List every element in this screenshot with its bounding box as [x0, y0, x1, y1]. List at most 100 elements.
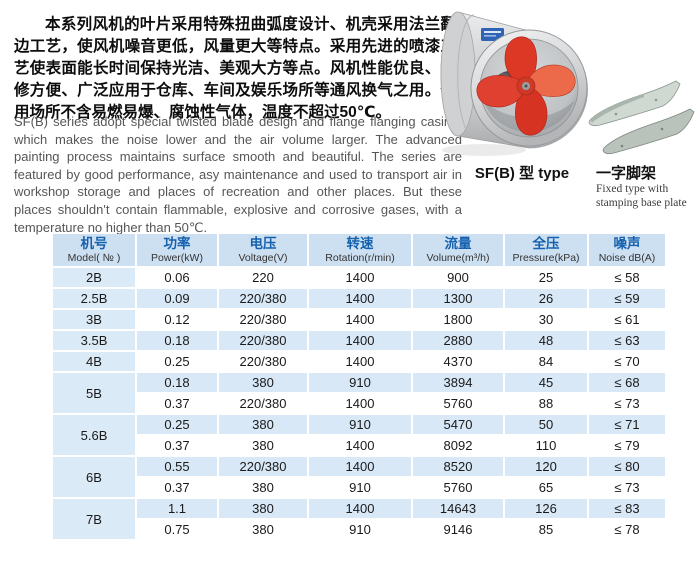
data-cell: ≤ 83 [589, 499, 665, 518]
data-cell: 1800 [413, 310, 503, 329]
data-cell: 1400 [309, 436, 411, 455]
data-cell: 110 [505, 436, 587, 455]
data-cell: 220 [219, 268, 307, 287]
data-cell: ≤ 59 [589, 289, 665, 308]
data-cell: ≤ 80 [589, 457, 665, 476]
bracket-caption-en-line2: stamping base plate [596, 197, 687, 209]
data-cell: ≤ 73 [589, 478, 665, 497]
data-cell: 30 [505, 310, 587, 329]
col-header-voltage: 电压 Voltage(V) [219, 234, 307, 266]
data-cell: 26 [505, 289, 587, 308]
data-cell: 0.18 [137, 331, 217, 350]
data-cell: 1400 [309, 499, 411, 518]
data-cell: 380 [219, 478, 307, 497]
base-plate-illustration [588, 80, 695, 155]
base-plate-upper [588, 80, 681, 127]
fan-type-caption: SF(B) 型 type [474, 165, 570, 182]
data-cell: 0.75 [137, 520, 217, 539]
data-cell: 2880 [413, 331, 503, 350]
data-cell: 1400 [309, 310, 411, 329]
data-cell: 380 [219, 520, 307, 539]
data-cell: 65 [505, 478, 587, 497]
intro-chinese: 本系列风机的叶片采用特殊扭曲弧度设计、机壳采用法兰翻边工艺，使风机噪音更低，风量… [14, 16, 456, 121]
bracket-caption-en: Fixed type with stamping base plate [596, 182, 696, 210]
data-cell: 5760 [413, 394, 503, 413]
model-cell: 5.6B [53, 415, 135, 455]
data-cell: 1400 [309, 331, 411, 350]
data-cell: 1.1 [137, 499, 217, 518]
data-cell: ≤ 73 [589, 394, 665, 413]
data-cell: 1300 [413, 289, 503, 308]
data-cell: 45 [505, 373, 587, 392]
col-header-noise: 噪声 Noise dB(A) [589, 234, 665, 266]
table-row: 0.37 380 1400 8092 110 ≤ 79 [53, 436, 665, 455]
data-cell: 910 [309, 415, 411, 434]
spec-table-body: 2B 0.06 220 1400 900 25 ≤ 58 2.5B 0.09 220/380 140… [53, 268, 665, 539]
data-cell: 910 [309, 520, 411, 539]
data-cell: 0.37 [137, 394, 217, 413]
data-cell: 380 [219, 373, 307, 392]
data-cell: 220/380 [219, 331, 307, 350]
data-cell: 220/380 [219, 457, 307, 476]
data-cell: 1400 [309, 352, 411, 371]
spec-table-header-row: 机号 Model( № ) 功率 Power(kW) 电压 Voltage(V)… [53, 234, 665, 266]
data-cell: ≤ 58 [589, 268, 665, 287]
data-cell: 14643 [413, 499, 503, 518]
axial-fan-illustration [440, 11, 588, 156]
data-cell: 0.09 [137, 289, 217, 308]
data-cell: 0.06 [137, 268, 217, 287]
data-cell: 120 [505, 457, 587, 476]
model-cell: 5B [53, 373, 135, 413]
base-plate-lower [602, 108, 695, 155]
bracket-caption-cn: 一字脚架 [596, 165, 657, 182]
data-cell: ≤ 63 [589, 331, 665, 350]
data-cell: ≤ 71 [589, 415, 665, 434]
data-cell: 1400 [309, 289, 411, 308]
table-row: 3.5B 0.18 220/380 1400 2880 48 ≤ 63 [53, 331, 665, 350]
col-header-rotation: 转速 Rotation(r/min) [309, 234, 411, 266]
data-cell: 0.55 [137, 457, 217, 476]
data-cell: 910 [309, 373, 411, 392]
data-cell: 48 [505, 331, 587, 350]
data-cell: 0.12 [137, 310, 217, 329]
intro-english: SF(B) series adopt special twisted blade… [14, 114, 462, 235]
spec-table: 机号 Model( № ) 功率 Power(kW) 电压 Voltage(V)… [51, 232, 667, 541]
data-cell: ≤ 68 [589, 373, 665, 392]
model-cell: 3.5B [53, 331, 135, 350]
data-cell: 8520 [413, 457, 503, 476]
model-cell: 2.5B [53, 289, 135, 308]
col-header-model: 机号 Model( № ) [53, 234, 135, 266]
data-cell: 126 [505, 499, 587, 518]
data-cell: 1400 [309, 268, 411, 287]
brand-sticker [481, 28, 504, 41]
model-cell: 4B [53, 352, 135, 371]
data-cell: 3894 [413, 373, 503, 392]
table-row: 2B 0.06 220 1400 900 25 ≤ 58 [53, 268, 665, 287]
data-cell: 220/380 [219, 289, 307, 308]
data-cell: 5760 [413, 478, 503, 497]
data-cell: 9146 [413, 520, 503, 539]
data-cell: 25 [505, 268, 587, 287]
data-cell: 220/380 [219, 310, 307, 329]
data-cell: ≤ 61 [589, 310, 665, 329]
table-row: 7B 1.1 380 1400 14643 126 ≤ 83 [53, 499, 665, 539]
col-header-volume: 流量 Volume(m³/h) [413, 234, 503, 266]
data-cell: 5470 [413, 415, 503, 434]
data-cell: 220/380 [219, 394, 307, 413]
data-cell: 84 [505, 352, 587, 371]
table-row: 0.75 380 910 9146 85 ≤ 78 [53, 520, 665, 539]
data-cell: 8092 [413, 436, 503, 455]
model-cell: 7B [53, 499, 135, 539]
data-cell: 50 [505, 415, 587, 434]
data-cell: ≤ 79 [589, 436, 665, 455]
table-row: 5B 0.18 380 910 3894 45 ≤ 68 [53, 373, 665, 413]
bracket-caption-en-line1: Fixed type with [596, 183, 669, 195]
table-row: 6B 0.55 220/380 1400 8520 120 ≤ 80 [53, 457, 665, 497]
table-row: 5.6B 0.25 380 910 5470 50 ≤ 71 [53, 415, 665, 455]
data-cell: 0.18 [137, 373, 217, 392]
data-cell: 0.25 [137, 352, 217, 371]
model-cell: 2B [53, 268, 135, 287]
data-cell: 88 [505, 394, 587, 413]
data-cell: 220/380 [219, 352, 307, 371]
